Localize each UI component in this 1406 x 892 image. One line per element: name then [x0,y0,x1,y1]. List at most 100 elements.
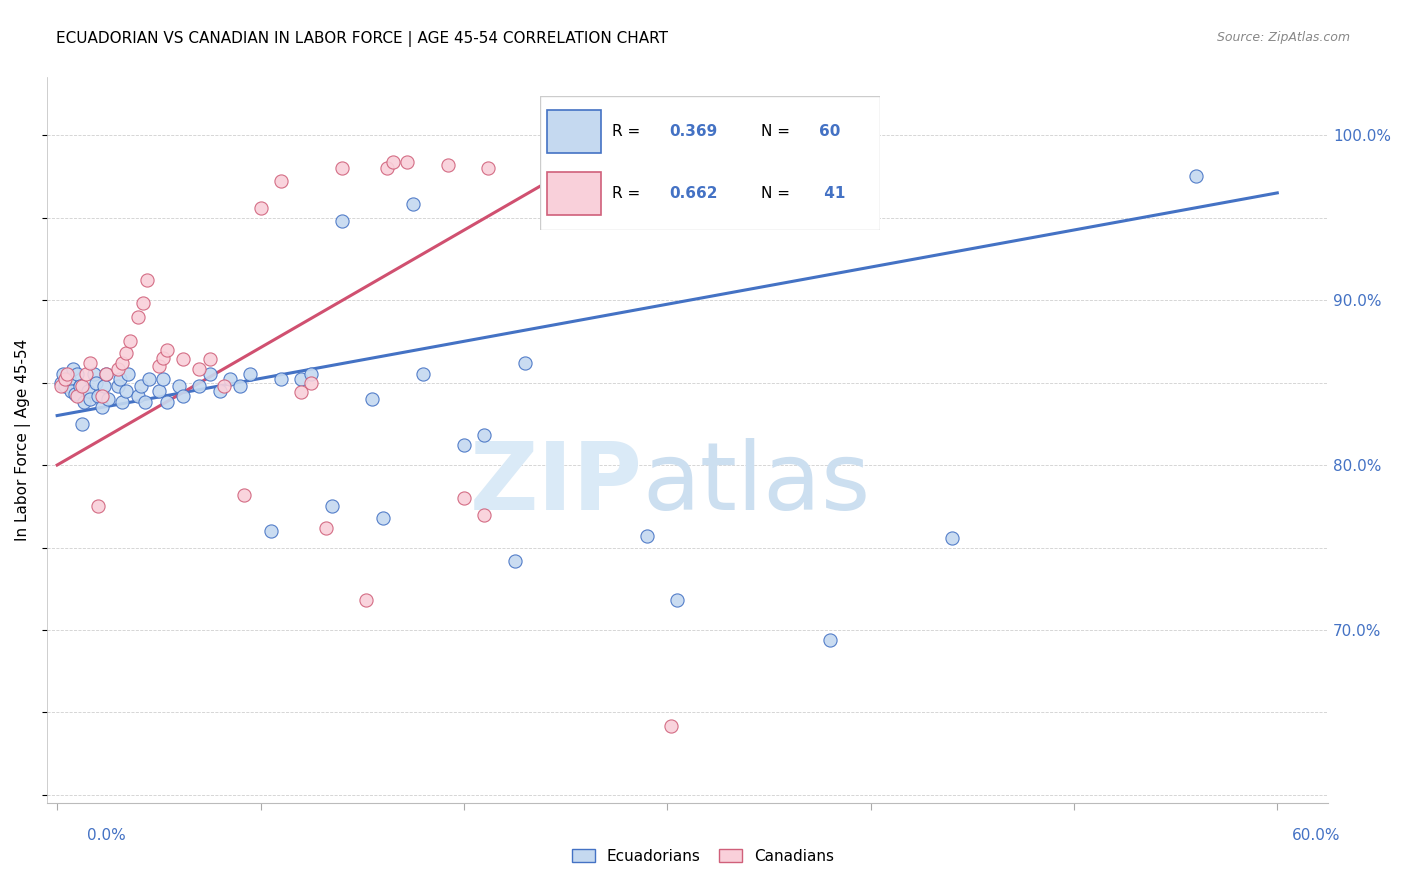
Point [127,389,149,403]
Text: Source: ZipAtlas.com: Source: ZipAtlas.com [1216,31,1350,45]
Point [51,376,73,390]
Point [290,385,312,400]
Point [270,372,292,386]
Point [56,368,79,382]
Point [330,214,353,228]
Point [260,524,283,538]
Point [53,372,76,386]
Point [188,362,211,376]
Point [90,401,112,415]
Point [172,389,194,403]
Point [115,384,138,398]
Point [127,310,149,324]
Y-axis label: In Labor Force | Age 45-54: In Labor Force | Age 45-54 [15,339,31,541]
Text: atlas: atlas [643,438,870,530]
Point [249,201,271,215]
Point [361,392,384,406]
Point [131,296,153,310]
Point [70,379,93,393]
Point [60,384,83,398]
Point [135,273,157,287]
Point [270,174,292,188]
Point [371,511,394,525]
Point [188,379,211,393]
Point [395,154,418,169]
Point [51,379,73,393]
Point [148,384,170,398]
Point [62,362,84,376]
Point [129,379,152,393]
Point [381,154,404,169]
Point [453,438,475,452]
Point [87,500,110,514]
Point [111,356,134,370]
Text: ECUADORIAN VS CANADIAN IN LABOR FORCE | AGE 45-54 CORRELATION CHART: ECUADORIAN VS CANADIAN IN LABOR FORCE | … [56,31,668,47]
Legend: Ecuadorians, Canadians: Ecuadorians, Canadians [567,844,839,868]
Point [659,718,682,732]
Point [120,334,142,349]
Point [66,368,89,382]
Text: 60.0%: 60.0% [1292,828,1340,843]
Point [94,368,117,382]
Point [79,356,101,370]
Point [84,376,107,390]
Point [148,359,170,373]
Point [115,346,138,360]
Point [97,392,120,406]
Point [93,379,115,393]
Point [152,351,174,365]
Point [167,379,190,393]
Point [599,138,621,153]
Point [472,508,495,522]
Point [72,395,94,409]
Point [636,529,658,543]
Point [198,352,221,367]
Point [108,372,131,386]
Point [70,417,93,431]
Point [79,392,101,406]
Point [58,372,80,386]
Point [1185,169,1208,184]
Point [212,379,235,393]
Point [229,379,252,393]
Point [412,368,434,382]
Point [117,368,139,382]
Point [503,554,526,568]
Point [76,384,98,398]
Point [134,395,156,409]
Point [472,428,495,442]
Point [156,395,179,409]
Point [138,372,160,386]
Point [107,362,129,376]
Point [330,161,353,176]
Point [152,372,174,386]
Point [354,593,377,607]
Point [219,372,242,386]
Point [941,531,963,545]
Point [453,491,475,505]
Point [83,368,105,382]
Point [198,368,221,382]
Point [75,368,97,382]
Point [52,368,75,382]
Point [290,372,312,386]
Point [513,356,536,370]
Point [53,379,76,393]
Point [375,161,398,176]
Point [233,488,256,502]
Point [156,343,179,357]
Point [69,379,91,393]
Point [111,395,134,409]
Point [666,593,689,607]
Point [758,202,780,217]
Point [818,632,841,647]
Point [90,389,112,403]
Point [239,368,262,382]
Point [87,389,110,403]
Point [107,379,129,393]
Point [66,389,89,403]
Point [94,368,117,382]
Point [321,500,343,514]
Text: 0.0%: 0.0% [87,828,127,843]
Text: ZIP: ZIP [470,438,643,530]
